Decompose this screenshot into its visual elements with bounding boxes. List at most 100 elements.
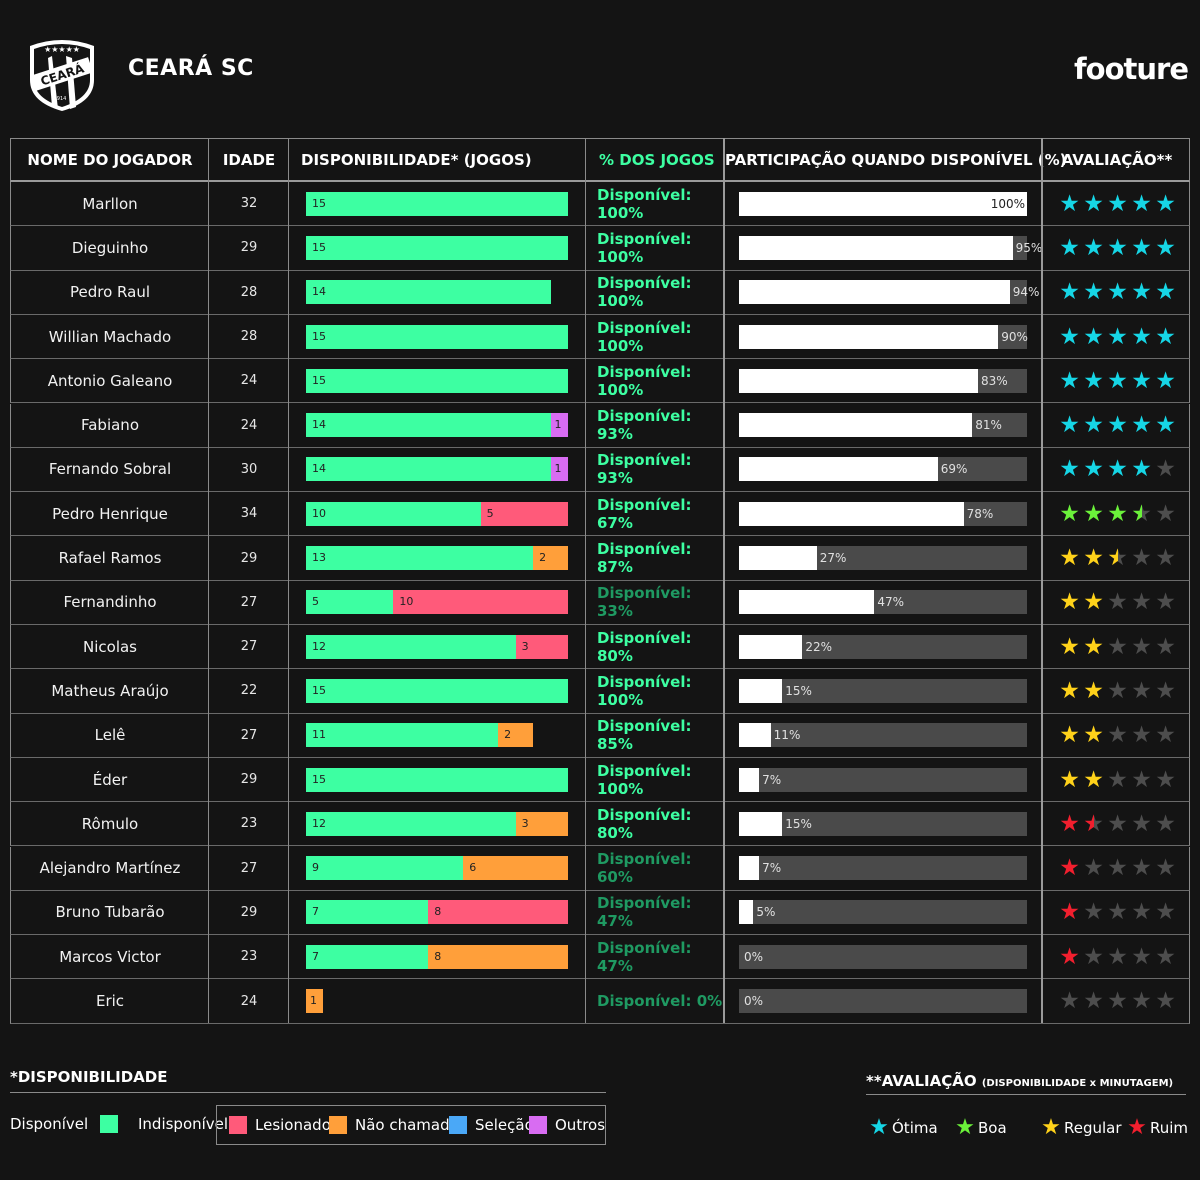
participation-track: 47% [739,590,1027,615]
other-swatch-icon [529,1116,547,1134]
rating-legend-title-text: **AVALIAÇÃO [866,1072,977,1090]
star-icon: ★ [955,1115,975,1140]
rating-stars: ★ ★ ★ ★ ★ [1058,359,1186,402]
star-icon: ★ [1107,234,1129,261]
star-icon: ★ [869,1115,889,1140]
available-segment: 11 [306,723,499,748]
rating-legend-subtitle: (DISPONIBILIDADE x MINUTAGEM) [981,1078,1174,1089]
star-icon: ★ [1107,545,1129,572]
player-age: 29 [240,550,258,566]
player-name: Rômulo [81,814,139,833]
star-icon: ★ [1059,633,1081,660]
availability-pct: Disponível: 100% [597,229,692,266]
table-row: Bruno Tubarão 29 7 8 Disponível: 47% 5% ★ ★ ★ ★ ★ [10,890,1190,936]
club-crest-icon: CEARÁ ★★★★★ 1914 [30,40,94,111]
column-divider [208,138,209,1023]
star-icon: ★ [1059,899,1081,926]
star-icon: ★ [1155,456,1177,483]
available-segment: 15 [306,235,568,260]
column-divider [288,138,289,1023]
player-name: Rafael Ramos [58,549,162,568]
player-name: Fernandinho [63,593,157,612]
column-divider [585,138,586,1023]
rating-stars: ★ ★ ★ ★ ★ [1058,315,1186,358]
star-icon: ★ [1083,190,1105,217]
star-icon: ★ [1131,190,1153,217]
table-row: Antonio Galeano 24 15 Disponível: 100% 83% ★ ★… [10,359,1190,404]
rating-stars: ★ ★ ★ ★ ★ [1058,714,1186,757]
table-row: Dieguinho 29 15 Disponível: 100% 95% ★ ★ ★ ★ ★ [10,226,1190,271]
column-divider [723,138,725,1023]
participation-fill [739,280,1010,305]
available-swatch-icon [100,1115,119,1133]
table-row: Fernando Sobral 30 14 1 Disponível: 93% 69% ★ ★… [10,447,1190,493]
star-icon: ★ [1107,589,1129,616]
table-row: Matheus Araújo 22 15 Disponível: 100% 15% ★ ★ ★… [10,669,1190,714]
player-name: Pedro Henrique [52,504,168,523]
star-icon: ★ [1059,190,1081,217]
rating-stars: ★ ★ ★ ★ ★ [1058,271,1186,314]
participation-label: 27% [819,551,847,566]
participation-fill [739,856,760,881]
participation-fill [739,324,999,349]
star-icon: ★ [1131,899,1153,926]
participation-track: 5% [739,900,1027,925]
star-icon: ★ [1041,1115,1061,1140]
participation-track: 0% [739,944,1027,969]
table-row: Nicolas 27 12 3 Disponível: 80% 22% ★ ★ ★ ★ ★ [10,625,1190,670]
legend-boa-label: Boa [978,1118,1007,1137]
participation-label: 11% [773,728,801,743]
available-segment: 5 [306,590,394,615]
participation-label: 69% [940,462,968,477]
available-segment: 7 [306,944,429,969]
availability-bar: 15 [306,315,568,358]
availability-bar: 14 [306,271,568,314]
not-called-segment: 2 [533,546,568,571]
availability-pct: Disponível: 87% [597,540,692,577]
participation-track: 100% [739,191,1027,216]
player-age: 32 [240,196,258,212]
table-row: Rafael Ramos 29 13 2 Disponível: 87% 27% ★ ★ ★ ★ ★ [10,536,1190,581]
star-icon: ★ [1155,943,1177,970]
participation-bar: 94% [739,271,1039,314]
not-called-segment: 2 [498,723,534,748]
participation-track: 90% [739,324,1028,349]
star-icon: ★ [1083,545,1105,572]
rating-stars: ★ ★ ★ ★ ★ [1058,182,1186,225]
player-age: 27 [240,860,258,876]
star-icon: ★ [1155,899,1177,926]
star-icon: ★ [1083,677,1105,704]
player-age: 29 [240,904,258,920]
availability-bar: 15 [306,182,568,225]
not-called-segment: 3 [515,811,568,836]
legend-ruim-label: Ruim [1150,1118,1189,1137]
injured-segment: 5 [480,501,568,526]
not-called-swatch-icon [329,1116,347,1134]
player-name: Matheus Araújo [51,681,169,700]
legend-available: Disponível [10,1115,126,1133]
header-availability: DISPONIBILIDADE* (JOGOS) [301,151,532,169]
star-icon: ★ [1107,943,1129,970]
brand-logo: footure [1074,52,1189,86]
star-icon: ★ [1083,633,1105,660]
star-icon: ★ [1107,810,1129,837]
rating-stars: ★ ★ ★ ★ ★ [1058,625,1186,668]
star-icon: ★ [1155,633,1177,660]
participation-bar: 7% [739,847,1027,890]
legend-not-called: Não chamado [329,1116,459,1134]
player-name: Éder [92,770,128,789]
crest-year: 1914 [54,96,67,102]
player-age: 22 [240,683,258,699]
star-icon: ★ [1155,367,1177,394]
availability-pct: Disponível: 85% [597,717,692,754]
rating-stars: ★ ★ ★ ★ ★ [1058,669,1186,712]
player-age: 34 [240,506,258,522]
player-age: 27 [240,594,258,610]
participation-label: 0% [744,949,764,964]
star-icon: ★ [1155,234,1177,261]
legend-other: Outros [529,1116,605,1134]
star-icon: ★ [1107,677,1129,704]
star-icon: ★ [1131,988,1153,1015]
player-name: Marllon [82,194,138,213]
